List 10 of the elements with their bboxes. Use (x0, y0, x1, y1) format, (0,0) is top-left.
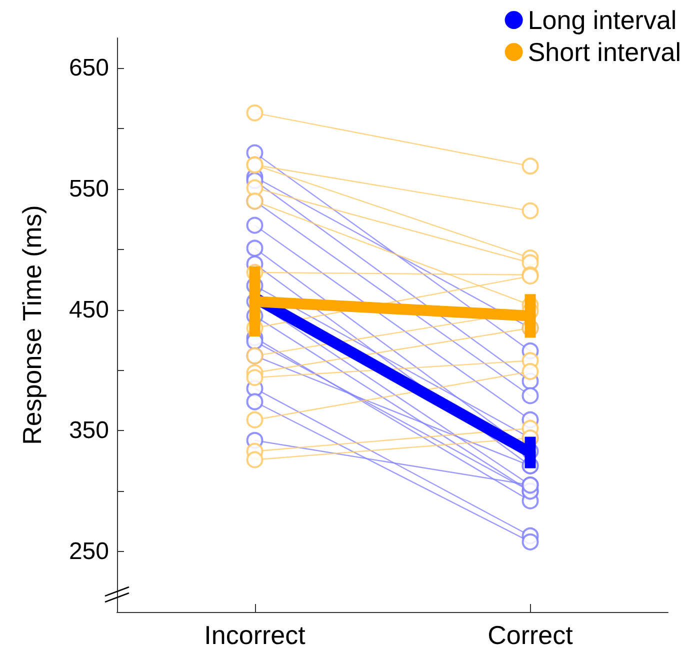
x-tick-label: Incorrect (204, 620, 306, 650)
y-tick-label: 450 (68, 296, 109, 324)
legend-label: Short interval (528, 37, 682, 67)
y-tick-label: 350 (68, 417, 109, 444)
legend-label: Long interval (528, 5, 677, 35)
y-tick-label: 550 (68, 176, 109, 203)
y-tick-label: 650 (68, 54, 109, 82)
y-axis-title: Response Time (ms) (17, 205, 47, 445)
x-tick-label: Correct (488, 620, 574, 650)
y-tick-label: 250 (68, 538, 109, 566)
